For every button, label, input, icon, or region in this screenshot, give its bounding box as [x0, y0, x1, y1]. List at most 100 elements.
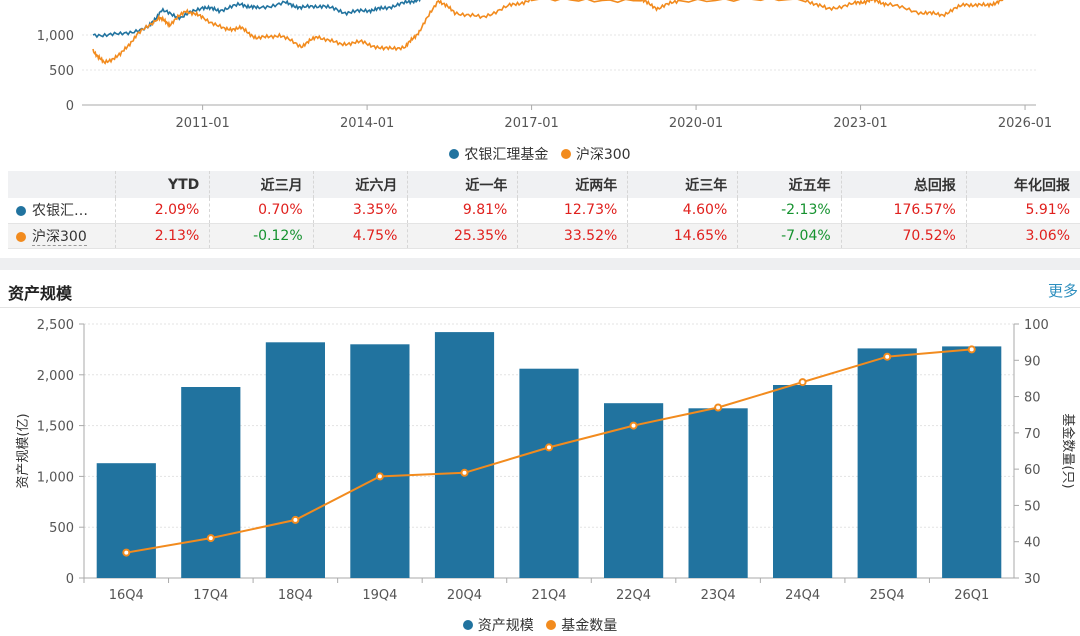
return-cell: 70.52% [841, 223, 967, 249]
asset-bar [857, 348, 917, 578]
header-cell-3m: 近三月 [209, 171, 314, 198]
y-right-tick-label: 60 [1024, 463, 1041, 478]
legend-dot-icon [560, 149, 571, 159]
x-tick-label: 22Q4 [616, 588, 651, 603]
asset-bar [688, 408, 748, 578]
series-dot-icon [16, 231, 26, 242]
y-left-axis-label: 资产规模(亿) [16, 413, 31, 488]
fund-count-point [629, 421, 638, 430]
header-cell-5y: 近五年 [737, 171, 842, 198]
more-link[interactable]: 更多 [1047, 282, 1078, 300]
return-cell: 3.35% [313, 198, 409, 224]
header-cell-3y: 近三年 [627, 171, 739, 198]
x-tick-label: 24Q4 [785, 588, 820, 603]
y-tick-label: 0 [66, 99, 74, 114]
table-row: 沪深300 2.13% -0.12% 4.75% 25.35% 33.52% 14.65% -… [8, 223, 1080, 249]
asset-bar [350, 344, 410, 578]
legend-item-count[interactable]: 基金数量 [546, 615, 617, 635]
header-cell-total: 总回报 [841, 171, 967, 198]
y-left-tick-label: 500 [49, 521, 74, 536]
section-divider [0, 258, 1080, 270]
asset-bar [434, 332, 495, 578]
x-tick-label: 18Q4 [278, 588, 313, 603]
header-cell-6m: 近六月 [313, 171, 409, 198]
fund-count-point [883, 352, 892, 361]
header-cell-ytd: YTD [115, 171, 211, 198]
x-tick-label: 2014-01 [340, 116, 394, 131]
table-header-row: YTD 近三月 近六月 近一年 近两年 近三年 近五年 总回报 年化回报 [8, 171, 1080, 198]
row-name-cell[interactable]: 农银汇… [8, 198, 116, 224]
return-cell: 9.81% [407, 198, 519, 224]
x-tick-label: 2020-01 [669, 116, 723, 131]
return-cell: 12.73% [517, 198, 629, 224]
return-cell: 2.09% [115, 198, 211, 224]
fund-count-point [122, 548, 131, 557]
legend-label: 资产规模 [477, 618, 534, 634]
return-cell: 4.75% [313, 223, 409, 249]
asset-scale-combo-chart: 0 500 1,000 1,500 2,000 2,500 30 40 50 60 70 80 90 10… [16, 318, 1076, 603]
x-tick-label: 2023-01 [833, 116, 887, 131]
fund-count-point [291, 515, 300, 524]
fund-count-point [460, 468, 469, 477]
legend-item-index[interactable]: 沪深300 [560, 144, 631, 164]
return-cell: 33.52% [517, 223, 629, 249]
fund-count-point [967, 345, 976, 354]
asset-bar [96, 463, 156, 578]
y-left-tick-label: 1,500 [37, 420, 74, 435]
series-dot-icon [16, 206, 26, 217]
legend-item-fund[interactable]: 农银汇理基金 [449, 144, 548, 164]
fund-count-point [714, 403, 723, 412]
x-tick-label: 26Q1 [954, 588, 989, 603]
x-tick-label: 25Q4 [870, 588, 905, 603]
return-cell: -7.04% [737, 223, 842, 249]
series-line-1 [92, 0, 1004, 65]
return-cell: 2.13% [115, 223, 211, 249]
asset-bar [942, 346, 1002, 578]
x-tick-label: 2017-01 [504, 116, 558, 131]
y-right-tick-label: 70 [1024, 427, 1041, 442]
asset-bar [265, 342, 325, 578]
row-name-cell[interactable]: 沪深300 [8, 223, 116, 249]
return-cell: 3.06% [966, 223, 1080, 249]
x-tick-label: 2026-01 [998, 116, 1052, 131]
header-cell-annual: 年化回报 [966, 171, 1080, 198]
performance-line-chart: 0 500 1,000 2011-01 2014-01 2017-01 2020-01 202… [37, 0, 1052, 131]
y-right-tick-label: 50 [1024, 499, 1041, 514]
y-left-tick-label: 2,000 [37, 369, 74, 384]
legend-label: 沪深300 [575, 147, 631, 163]
return-cell: 14.65% [627, 223, 739, 249]
asset-bar [773, 385, 833, 578]
header-cell-1y: 近一年 [407, 171, 519, 198]
y-tick-label: 1,000 [37, 29, 74, 44]
x-tick-label: 20Q4 [447, 588, 482, 603]
y-right-tick-label: 30 [1024, 572, 1041, 587]
return-cell: 176.57% [841, 198, 967, 224]
x-tick-label: 16Q4 [109, 588, 144, 603]
return-cell: -2.13% [737, 198, 842, 224]
returns-table: YTD 近三月 近六月 近一年 近两年 近三年 近五年 总回报 年化回报 农银汇… [8, 171, 1080, 249]
fund-count-point [375, 472, 384, 481]
asset-bar [604, 403, 664, 578]
x-tick-label: 17Q4 [193, 588, 228, 603]
row-name-label: 沪深300 [32, 228, 87, 246]
y-left-tick-label: 2,500 [37, 318, 74, 333]
return-cell: -0.12% [209, 223, 314, 249]
asset-bar [519, 368, 579, 578]
series-line-0 [92, 0, 421, 39]
legend-dot-icon [462, 620, 473, 630]
table-row: 农银汇… 2.09% 0.70% 3.35% 9.81% 12.73% 4.60% -2.13… [8, 198, 1080, 224]
fund-count-point [798, 378, 807, 387]
y-left-tick-label: 0 [66, 572, 74, 587]
legend-item-asset[interactable]: 资产规模 [462, 615, 534, 635]
return-cell: 4.60% [627, 198, 739, 224]
x-tick-label: 2011-01 [175, 116, 229, 131]
legend-dot-icon [449, 149, 460, 159]
asset-legend: 资产规模 基金数量 [0, 615, 1080, 635]
asset-bar [181, 387, 241, 578]
y-right-tick-label: 80 [1024, 391, 1041, 406]
performance-legend: 农银汇理基金 沪深300 [0, 144, 1080, 164]
return-cell: 0.70% [209, 198, 314, 224]
legend-label: 基金数量 [561, 618, 618, 634]
x-tick-label: 23Q4 [701, 588, 736, 603]
legend-dot-icon [546, 620, 557, 630]
